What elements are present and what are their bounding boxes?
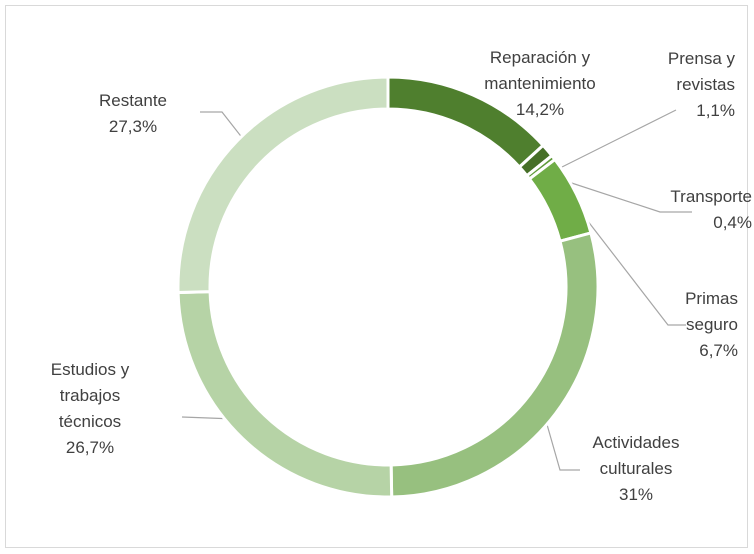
value-label: 31% — [618, 485, 654, 504]
donut-slice — [389, 231, 600, 499]
category-label: Prensa y revistas — [667, 49, 735, 94]
leader-line — [531, 169, 692, 213]
data-label: Restante 27,3% — [78, 88, 188, 140]
value-label: 27,3% — [108, 117, 158, 136]
value-label: 14,2% — [515, 100, 565, 119]
data-label: Prensa y revistas 1,1% — [645, 46, 735, 124]
category-label: Estudios y trabajos técnicos — [50, 360, 130, 431]
category-label: Primas seguro — [685, 289, 738, 334]
data-label: Reparación y mantenimiento 14,2% — [460, 45, 620, 123]
leader-line — [559, 184, 686, 326]
value-label: 1,1% — [696, 101, 735, 120]
data-label: Estudios y trabajos técnicos 26,7% — [30, 357, 150, 461]
value-label: 0,4% — [713, 213, 752, 232]
category-label: Transporte — [670, 187, 752, 206]
value-label: 26,7% — [65, 438, 115, 457]
donut-slice — [176, 290, 394, 499]
leader-line — [539, 109, 677, 179]
donut-slice — [176, 75, 390, 295]
donut-slice — [527, 157, 593, 244]
category-label: Reparación y mantenimiento — [484, 48, 596, 93]
chart-frame — [5, 5, 748, 548]
data-label: Transporte 0,4% — [642, 184, 752, 236]
category-label: Actividades culturales — [592, 433, 680, 478]
category-label: Restante — [98, 91, 168, 110]
data-label: Actividades culturales 31% — [571, 430, 701, 508]
data-label: Primas seguro 6,7% — [658, 286, 738, 364]
value-label: 6,7% — [699, 341, 738, 360]
